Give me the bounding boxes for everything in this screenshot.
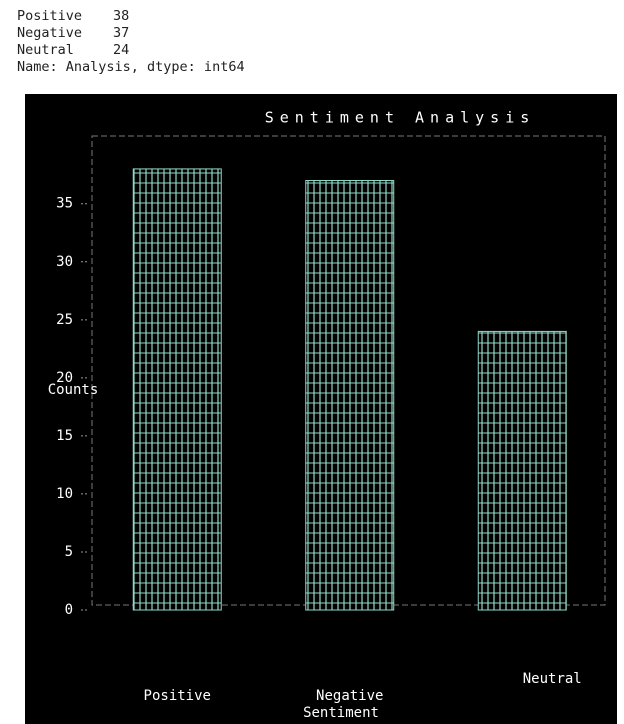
output-footer: Name: Analysis, dtype: int64 xyxy=(17,59,245,75)
y-axis-label: Counts xyxy=(48,382,99,398)
x-axis-label: Sentiment xyxy=(303,705,379,721)
y-tick-label: 10 xyxy=(56,486,73,502)
y-tick-label: 35 xyxy=(56,196,73,212)
chart: Sentiment Analysis Counts Sentiment 0 5 10… xyxy=(25,94,617,724)
bar xyxy=(305,180,395,611)
chart-title: Sentiment Analysis xyxy=(265,109,536,127)
y-tick-label: 30 xyxy=(56,254,73,270)
row-value: 38 xyxy=(113,8,130,24)
y-tick-label: 0 xyxy=(65,602,73,618)
row-value: 24 xyxy=(113,42,130,58)
output-row: Positive 38 xyxy=(17,8,245,25)
y-tick-label: 15 xyxy=(56,428,73,444)
row-label: Negative xyxy=(17,25,83,41)
y-tick-label: 5 xyxy=(65,544,73,560)
output-row: Negative 37 xyxy=(17,25,245,42)
bar xyxy=(132,168,222,611)
series-output: Positive 38 Negative 37 Neutral 24 Name: Analy… xyxy=(17,8,245,76)
row-label: Positive xyxy=(17,8,83,24)
row-label: Neutral xyxy=(17,42,74,58)
x-tick-label: Negative xyxy=(316,688,383,704)
output-row: Neutral 24 xyxy=(17,42,245,59)
row-value: 37 xyxy=(113,25,130,41)
bar xyxy=(477,330,567,611)
y-tick-label: 25 xyxy=(56,312,73,328)
x-tick-label: Neutral xyxy=(523,671,582,687)
x-tick-label: Positive xyxy=(144,688,211,704)
y-tick-label: 20 xyxy=(56,370,73,386)
